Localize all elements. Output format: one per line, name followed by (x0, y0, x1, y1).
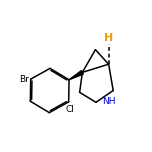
Polygon shape (69, 71, 83, 80)
Text: H: H (104, 33, 113, 43)
Text: Cl: Cl (65, 105, 74, 114)
Text: Br: Br (19, 75, 29, 84)
Text: NH: NH (102, 97, 115, 106)
